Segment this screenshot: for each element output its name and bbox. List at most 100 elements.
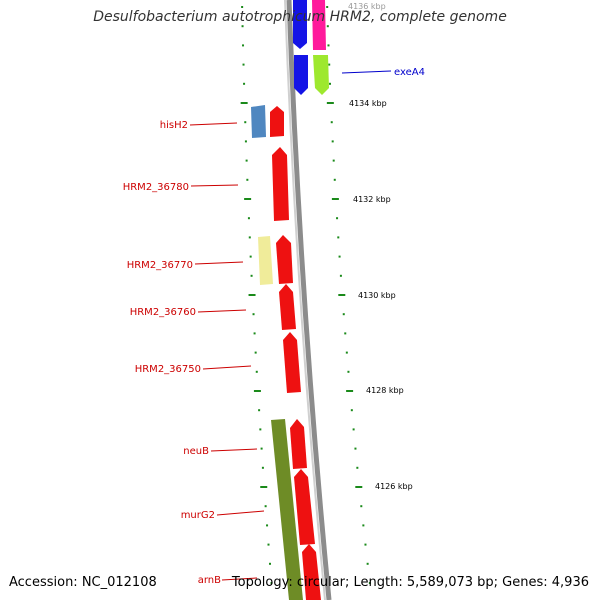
inner-tick: [253, 332, 256, 335]
kbp-label-4132: 4132 kbp: [353, 195, 391, 204]
backbone-inner: [284, 0, 326, 600]
gene-red-hisH2[interactable]: [270, 106, 284, 137]
outer-tick: [336, 217, 339, 220]
outer-tick: [347, 370, 350, 373]
inner-tick: [248, 236, 251, 239]
leader-36770: [194, 261, 244, 265]
outer-tick: [346, 390, 354, 392]
outer-tick: [332, 159, 335, 162]
outer-tick: [368, 582, 371, 584]
inner-tick: [264, 505, 267, 508]
outer-tick: [364, 543, 367, 546]
gene-red-36760[interactable]: [279, 284, 296, 330]
gene-steel-hisH2[interactable]: [251, 105, 266, 138]
outer-tick: [337, 236, 340, 239]
outer-tick: [355, 486, 363, 488]
leader-36780: [190, 184, 239, 187]
gene-red-36770[interactable]: [276, 235, 293, 284]
leader-arnB: [221, 577, 258, 581]
leader-exeA4: [341, 70, 392, 74]
outer-tick: [362, 524, 365, 527]
accession-text: Accession: NC_012108: [9, 575, 157, 590]
gene-label-hisH2: hisH2: [160, 120, 188, 131]
gene-label-arnB: arnB: [198, 575, 221, 586]
inner-tick: [270, 582, 273, 584]
inner-tick: [248, 294, 256, 296]
outer-tick: [339, 274, 342, 277]
inner-tick: [245, 159, 248, 162]
outer-tick: [344, 332, 347, 335]
inner-tick: [249, 255, 252, 258]
kbp-label-4134: 4134 kbp: [349, 99, 387, 108]
outer-tick: [356, 466, 359, 469]
outer-tick: [338, 294, 346, 296]
inner-tick: [254, 351, 257, 354]
gene-label-murG2: murG2: [181, 510, 215, 521]
gene-red-36780[interactable]: [272, 147, 289, 221]
outer-tick: [345, 351, 348, 354]
outer-tick: [330, 121, 333, 124]
outer-tick-marks: [326, 6, 371, 584]
inner-tick: [243, 82, 246, 85]
outer-tick: [333, 178, 336, 181]
inner-tick: [252, 313, 255, 316]
outer-tick: [328, 82, 331, 85]
inner-tick: [241, 6, 244, 8]
leader-36760: [197, 309, 247, 313]
leader-neuB: [210, 448, 258, 452]
inner-tick: [244, 198, 252, 200]
inner-tick: [242, 63, 245, 66]
inner-tick: [260, 447, 263, 450]
inner-tick: [258, 409, 261, 412]
inner-tick: [246, 178, 249, 181]
inner-tick: [261, 466, 264, 469]
gene-red-neuB-fwd[interactable]: [290, 419, 307, 469]
gene-olive-neuB[interactable]: [271, 419, 303, 600]
inner-tick: [242, 44, 245, 47]
inner-tick: [250, 274, 253, 277]
outer-tick: [331, 198, 339, 200]
inner-tick-marks: [240, 6, 273, 584]
inner-tick: [268, 562, 271, 565]
leader-hisH2: [189, 122, 238, 126]
gene-label-neuB: neuB: [183, 446, 209, 457]
gene-blue-top[interactable]: [293, 0, 307, 49]
inner-tick: [247, 217, 250, 220]
outer-tick: [350, 409, 353, 412]
leader-murG2: [216, 510, 265, 516]
outer-tick: [331, 140, 334, 143]
gene-label-36750: HRM2_36750: [135, 364, 201, 375]
gene-magenta-top[interactable]: [312, 0, 326, 50]
gene-blue-exeA4-strand[interactable]: [294, 55, 308, 95]
outer-tick: [354, 447, 357, 450]
kbp-label-4126: 4126 kbp: [375, 482, 413, 491]
inner-tick: [259, 428, 262, 431]
inner-tick: [244, 121, 247, 124]
inner-tick: [241, 25, 244, 28]
gene-yellow-36770[interactable]: [258, 236, 273, 285]
gene-label-36770: HRM2_36770: [127, 260, 193, 271]
inner-tick: [255, 370, 258, 373]
inner-tick: [260, 486, 268, 488]
inner-tick: [266, 524, 269, 527]
outer-tick: [326, 102, 334, 104]
outer-tick: [326, 25, 329, 28]
gene-red-murG2[interactable]: [294, 469, 315, 545]
outer-tick: [328, 63, 331, 66]
inner-tick: [267, 543, 270, 546]
gene-label-36760: HRM2_36760: [130, 307, 196, 318]
kbp-label-4136: 4136 kbp: [348, 2, 386, 11]
outer-tick: [327, 44, 330, 47]
kbp-label-4130: 4130 kbp: [358, 291, 396, 300]
outer-tick: [360, 505, 363, 508]
gene-red-36750[interactable]: [283, 332, 301, 393]
leader-36750: [202, 365, 252, 370]
genome-summary-text: Topology: circular; Length: 5,589,073 bp…: [231, 575, 589, 590]
kbp-label-4128: 4128 kbp: [366, 386, 404, 395]
gene-lime-exeA4[interactable]: [313, 55, 329, 95]
gene-red-arnB[interactable]: [302, 544, 321, 600]
map-title: Desulfobacterium autotrophicum HRM2, com…: [93, 9, 507, 25]
inner-tick: [240, 102, 248, 104]
outer-tick: [338, 255, 341, 258]
outer-tick: [352, 428, 355, 431]
